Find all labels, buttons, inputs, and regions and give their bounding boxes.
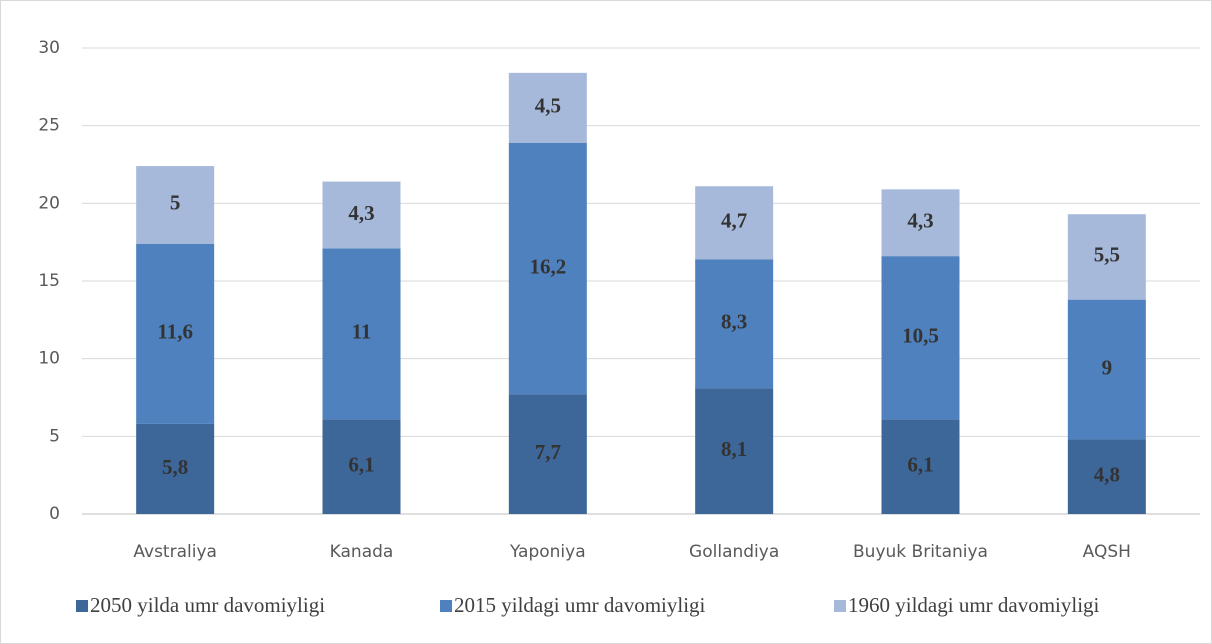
data-label: 16,2 — [529, 254, 566, 278]
y-tick-label: 10 — [38, 349, 60, 369]
x-tick-label: Kanada — [330, 542, 394, 562]
legend-label: 2050 yilda umr davomiyligi — [90, 593, 325, 617]
data-label: 5 — [170, 191, 181, 215]
legend-label: 2015 yildagi umr davomiyligi — [454, 593, 706, 617]
x-tick-label: Buyuk Britaniya — [853, 542, 988, 562]
bar-segment — [136, 166, 215, 244]
data-label: 4,7 — [721, 209, 747, 233]
data-label: 8,1 — [721, 437, 747, 461]
y-tick-label: 5 — [49, 426, 60, 446]
data-label: 11 — [352, 320, 372, 344]
bar-segment — [881, 419, 960, 514]
x-tick-label: Gollandiya — [689, 542, 779, 562]
x-tick-label: Avstraliya — [133, 542, 217, 562]
bar-segment — [322, 248, 401, 420]
bar-segment — [1067, 299, 1146, 440]
bar-segment — [136, 423, 215, 514]
data-label: 4,3 — [348, 201, 374, 225]
y-tick-label: 15 — [38, 271, 60, 291]
data-label: 9 — [1102, 355, 1113, 379]
bar-segment — [322, 181, 401, 249]
bar-segment — [695, 259, 774, 389]
data-label: 10,5 — [902, 324, 939, 348]
bar-segment — [881, 256, 960, 420]
bar-segment — [508, 142, 587, 395]
y-tick-label: 0 — [49, 504, 60, 524]
y-tick-label: 30 — [38, 38, 60, 58]
y-tick-label: 20 — [38, 193, 60, 213]
data-label: 7,7 — [535, 440, 561, 464]
legend-swatch — [76, 600, 88, 612]
x-tick-label: Yaponiya — [509, 542, 586, 562]
legend-swatch — [834, 600, 846, 612]
data-label: 6,1 — [907, 452, 933, 476]
data-label: 4,5 — [535, 94, 561, 118]
data-label: 5,5 — [1094, 243, 1120, 267]
data-label: 8,3 — [721, 310, 747, 334]
bar-segment — [881, 189, 960, 257]
bar-segment — [322, 419, 401, 514]
data-label: 5,8 — [162, 455, 188, 479]
legend-swatch — [440, 600, 452, 612]
data-label: 4,8 — [1094, 463, 1120, 487]
bar-segment — [136, 243, 215, 424]
x-tick-label: AQSH — [1083, 542, 1131, 562]
data-label: 4,3 — [907, 209, 933, 233]
data-label: 11,6 — [157, 320, 193, 344]
legend-label: 1960 yildagi umr davomiyligi — [848, 593, 1100, 617]
bar-segment — [508, 72, 587, 143]
bar-segment — [695, 388, 774, 514]
bar-segment — [1067, 214, 1146, 300]
y-tick-label: 25 — [38, 116, 60, 136]
bar-segment — [1067, 439, 1146, 514]
bar-segment — [695, 186, 774, 260]
bar-segment — [508, 394, 587, 514]
data-label: 6,1 — [348, 452, 374, 476]
